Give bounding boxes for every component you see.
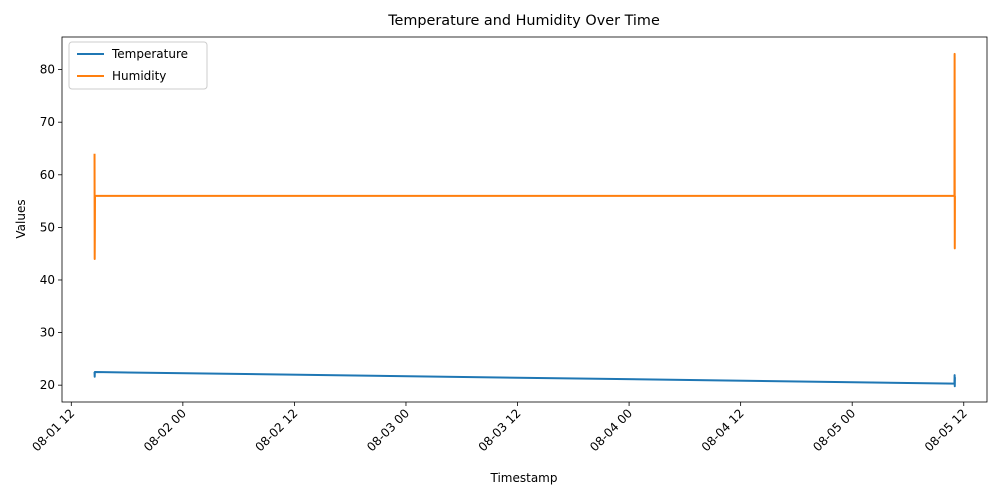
legend: Temperature Humidity xyxy=(68,41,208,90)
y-tick-label: 40 xyxy=(40,273,55,287)
chart-title: Temperature and Humidity Over Time xyxy=(387,13,660,29)
x-tick-label: 08-03 00 xyxy=(364,406,412,454)
x-tick-label: 08-05 00 xyxy=(810,406,858,454)
series-line-humidity xyxy=(93,52,956,260)
x-tick-label: 08-04 00 xyxy=(587,406,635,454)
y-tick-label: 50 xyxy=(40,220,55,234)
y-tick-label: 80 xyxy=(40,63,55,77)
x-tick-label: 08-03 12 xyxy=(476,406,524,454)
y-tick-label: 70 xyxy=(40,115,55,129)
x-tick-label: 08-02 00 xyxy=(141,406,189,454)
x-axis: 08-01 12 08-02 00 08-02 12 08-03 00 08-03 12… xyxy=(29,402,970,454)
y-tick-label: 60 xyxy=(40,168,55,182)
plot-area xyxy=(93,52,956,388)
y-tick-label: 20 xyxy=(40,378,55,392)
legend-label-humidity: Humidity xyxy=(112,69,166,83)
x-tick-label: 08-01 12 xyxy=(29,406,77,454)
x-tick-label: 08-04 12 xyxy=(699,406,747,454)
legend-label-temperature: Temperature xyxy=(111,47,188,61)
y-tick-label: 30 xyxy=(40,326,55,340)
y-axis-label: Values xyxy=(14,199,28,238)
x-tick-label: 08-05 12 xyxy=(922,406,970,454)
y-axis: 20 30 40 50 60 70 80 xyxy=(40,63,62,392)
plot-frame xyxy=(61,36,988,403)
series-line-temperature xyxy=(93,371,956,388)
x-axis-label: Timestamp xyxy=(490,471,558,485)
x-tick-label: 08-02 12 xyxy=(252,406,300,454)
